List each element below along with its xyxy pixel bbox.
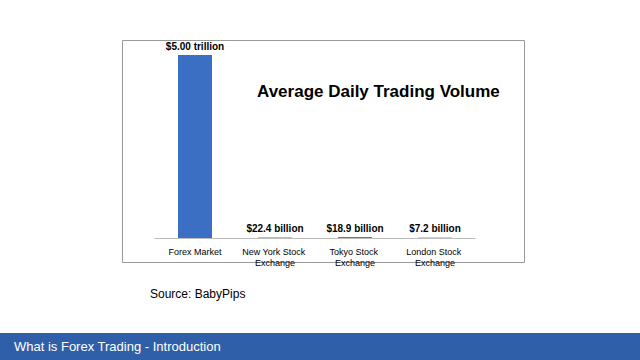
svg-text:Average Daily Trading Volume: Average Daily Trading Volume bbox=[257, 82, 500, 101]
svg-text:London Stock: London Stock bbox=[406, 247, 464, 257]
svg-text:$18.9 billion: $18.9 billion bbox=[326, 223, 383, 234]
svg-text:Forex Market: Forex Market bbox=[168, 247, 222, 257]
html-text:What is Forex Trading - Introd: What is Forex Trading - Introduction bbox=[14, 339, 221, 354]
svg-text:Exchange: Exchange bbox=[415, 258, 455, 268]
svg-text:$5.00 trillion: $5.00 trillion bbox=[166, 41, 224, 52]
svg-text:Exchange: Exchange bbox=[335, 258, 375, 268]
html-text:Source: BabyPips: Source: BabyPips bbox=[150, 287, 246, 301]
svg-text:Exchange: Exchange bbox=[255, 258, 295, 268]
svg-text:$22.4 billion: $22.4 billion bbox=[246, 223, 303, 234]
svg-text:Tokyo Stock: Tokyo Stock bbox=[329, 247, 380, 257]
svg-text:$7.2 billion: $7.2 billion bbox=[409, 223, 461, 234]
svg-text:New York Stock: New York Stock bbox=[242, 247, 308, 257]
